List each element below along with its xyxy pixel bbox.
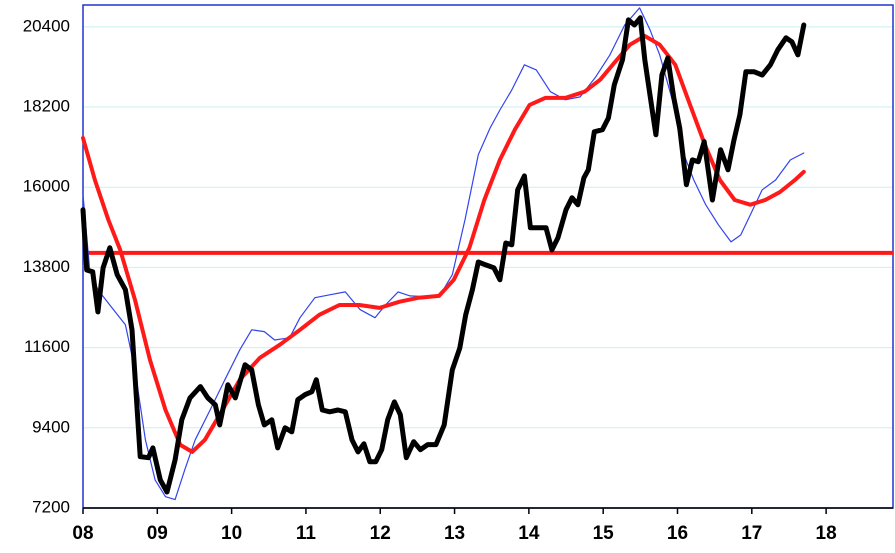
y-tick-label: 13800 <box>23 257 70 276</box>
chart: 7200 9400 11600 13800 16000 18200 20400 08 09 10 1… <box>0 0 895 553</box>
y-tick-label: 18200 <box>23 97 70 116</box>
x-tick-label: 12 <box>370 523 391 544</box>
series-line <box>83 36 804 452</box>
y-tick-label: 20400 <box>23 16 70 35</box>
x-tick-label: 10 <box>221 523 242 544</box>
x-tick-label: 16 <box>667 523 688 544</box>
x-tick-label: 17 <box>741 523 762 544</box>
y-tick-label: 9400 <box>32 417 70 436</box>
y-tick-label: 7200 <box>32 497 70 516</box>
y-tick-label: 16000 <box>23 177 70 196</box>
plot-frame <box>83 5 893 508</box>
x-tick-label: 08 <box>72 523 93 544</box>
series-line <box>83 18 804 492</box>
x-tick-label: 18 <box>816 523 837 544</box>
x-tick-label: 13 <box>444 523 465 544</box>
x-tick-label: 11 <box>296 523 317 544</box>
y-tick-label: 11600 <box>24 337 70 356</box>
x-tick-label: 15 <box>593 523 615 544</box>
x-tick-label: 09 <box>147 523 168 544</box>
x-tick-label: 14 <box>518 523 540 544</box>
